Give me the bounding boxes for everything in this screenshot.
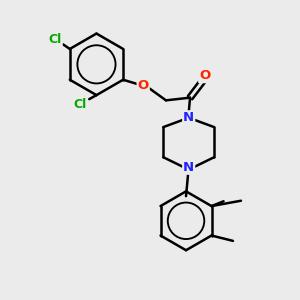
Text: N: N — [183, 111, 194, 124]
Text: Cl: Cl — [73, 98, 86, 111]
Text: N: N — [183, 161, 194, 174]
Text: Cl: Cl — [49, 33, 62, 46]
Text: O: O — [199, 69, 210, 82]
Text: O: O — [138, 79, 149, 92]
